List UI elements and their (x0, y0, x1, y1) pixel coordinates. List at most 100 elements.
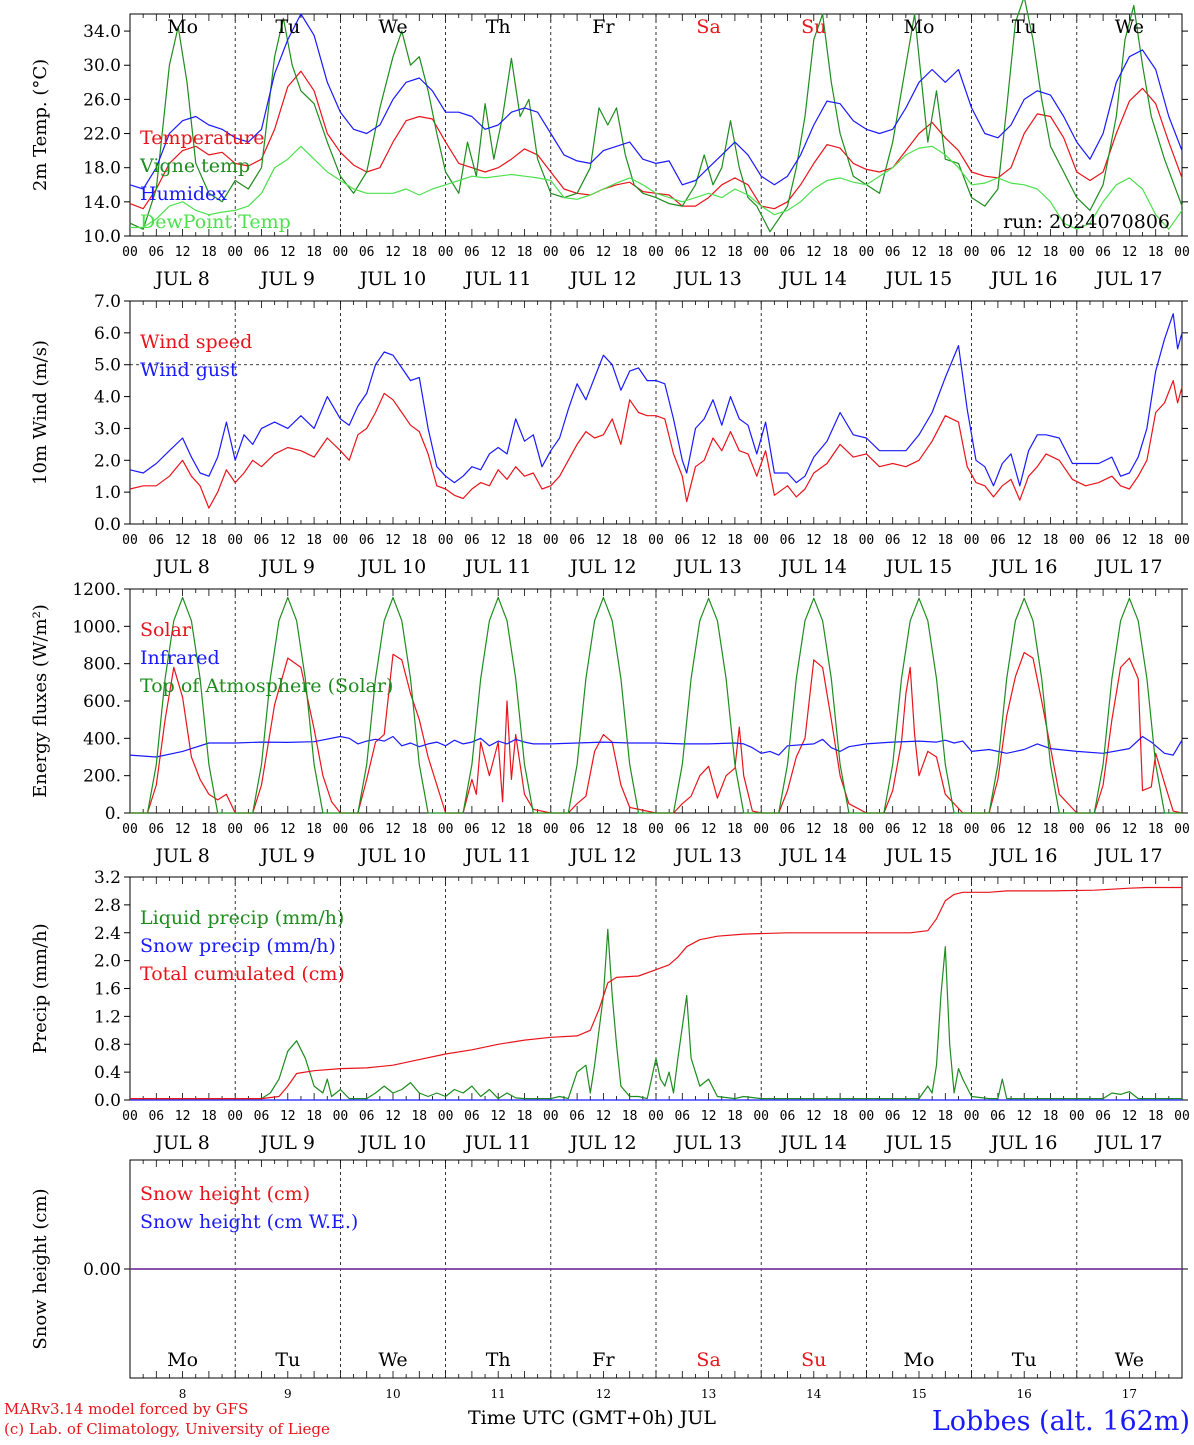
x-hour-label: 18 (1148, 1109, 1164, 1124)
x-hour-label: 12 (175, 533, 191, 548)
x-date-label: JUL 16 (989, 556, 1057, 578)
x-hour-label: 06 (674, 245, 690, 260)
x-hour-label: 18 (411, 533, 427, 548)
legend-entry: DewPoint Temp (140, 211, 291, 233)
x-hour-label: 00 (438, 822, 454, 837)
x-date-label: JUL 10 (358, 1132, 426, 1154)
day-name: Mo (167, 16, 198, 38)
x-hour-label: 00 (1174, 245, 1190, 260)
x-hour-label: 18 (201, 245, 217, 260)
x-axis-label: Time UTC (GMT+0h) JUL (468, 1407, 716, 1429)
series-line-wind-speed (129, 380, 1183, 509)
y-tick-label: 2.0 (94, 952, 121, 972)
day-name: Su (801, 1349, 826, 1371)
x-date-label: JUL 9 (259, 1132, 315, 1154)
x-hour-label: 06 (254, 245, 270, 260)
x-hour-label: 00 (1174, 822, 1190, 837)
x-date-label: JUL 12 (568, 845, 636, 867)
y-tick-label: 2.8 (94, 896, 121, 916)
x-date-label: JUL 15 (884, 556, 952, 578)
x-hour-label: 18 (306, 533, 322, 548)
x-hour-label: 06 (780, 822, 796, 837)
x-hour-label: 00 (543, 822, 559, 837)
x-hour-label: 00 (543, 245, 559, 260)
x-hour-label: 06 (885, 245, 901, 260)
x-hour-label: 00 (122, 533, 138, 548)
x-hour-label: 00 (964, 245, 980, 260)
x-hour-label: 06 (780, 533, 796, 548)
x-hour-label: 00 (543, 1109, 559, 1124)
legend-entry: Total cumulated (cm) (140, 963, 345, 985)
y-tick-label: 30.0 (83, 56, 121, 76)
x-hour-label: 06 (1095, 245, 1111, 260)
legend-entry: Infrared (140, 647, 220, 669)
x-date-label: JUL 15 (884, 1132, 952, 1154)
x-hour-label: 12 (1016, 533, 1032, 548)
x-date-label: JUL 13 (673, 845, 741, 867)
x-hour-label: 00 (648, 822, 664, 837)
day-number: 13 (701, 1387, 716, 1401)
x-hour-label: 06 (464, 822, 480, 837)
x-hour-label: 00 (438, 1109, 454, 1124)
x-hour-label: 00 (648, 245, 664, 260)
series-line-vigne-temp (129, 0, 1183, 233)
x-hour-label: 06 (464, 1109, 480, 1124)
x-hour-label: 12 (280, 822, 296, 837)
x-hour-label: 12 (175, 1109, 191, 1124)
x-hour-label: 18 (832, 245, 848, 260)
x-hour-label: 06 (148, 1109, 164, 1124)
x-hour-label: 00 (964, 1109, 980, 1124)
x-hour-label: 00 (1069, 533, 1085, 548)
x-date-label: JUL 10 (358, 268, 426, 290)
x-date-label: JUL 14 (779, 268, 847, 290)
x-hour-label: 00 (333, 822, 349, 837)
x-hour-label: 06 (359, 245, 375, 260)
x-hour-label: 06 (1095, 533, 1111, 548)
x-hour-label: 18 (937, 245, 953, 260)
x-hour-label: 18 (832, 533, 848, 548)
y-tick-label: 2.4 (94, 924, 121, 944)
x-hour-label: 18 (1043, 533, 1059, 548)
legend-entry: Vigne temp (139, 155, 250, 177)
plot-frame (129, 588, 1183, 814)
x-hour-label: 12 (806, 533, 822, 548)
panel-5: 0.00 Snow height (cm) Snow height (cm) Snow… (30, 1159, 1188, 1401)
x-date-label: JUL 13 (673, 268, 741, 290)
x-hour-label: 18 (1148, 822, 1164, 837)
x-hour-label: 00 (648, 1109, 664, 1124)
x-hour-label: 06 (359, 822, 375, 837)
day-name: Th (486, 1349, 511, 1371)
station-label: Lobbes (alt. 162m) (932, 1406, 1190, 1437)
x-date-label: JUL 9 (259, 845, 315, 867)
x-hour-label: 00 (1174, 1109, 1190, 1124)
x-hour-label: 00 (1174, 533, 1190, 548)
x-hour-label: 06 (569, 822, 585, 837)
x-hour-label: 18 (1148, 245, 1164, 260)
day-number: 17 (1122, 1387, 1137, 1401)
x-hour-label: 18 (832, 822, 848, 837)
x-hour-label: 12 (596, 822, 612, 837)
x-hour-label: 12 (596, 1109, 612, 1124)
x-hour-label: 00 (753, 822, 769, 837)
x-hour-label: 18 (832, 1109, 848, 1124)
x-hour-label: 18 (201, 1109, 217, 1124)
y-axis-label: Snow height (cm) (30, 1188, 51, 1349)
y-tick-label: 400. (83, 729, 121, 749)
x-date-label: JUL 11 (463, 1132, 531, 1154)
x-date-label: JUL 17 (1094, 556, 1162, 578)
day-number: 8 (179, 1387, 187, 1401)
x-hour-label: 06 (464, 245, 480, 260)
y-tick-label: 22.0 (83, 125, 121, 145)
x-hour-label: 06 (990, 822, 1006, 837)
run-annotation: run: 2024070806 (1003, 211, 1170, 233)
x-hour-label: 18 (937, 533, 953, 548)
x-hour-label: 18 (1043, 245, 1059, 260)
x-hour-label: 06 (359, 533, 375, 548)
x-hour-label: 06 (990, 245, 1006, 260)
x-hour-label: 18 (201, 533, 217, 548)
x-date-label: JUL 13 (673, 556, 741, 578)
y-tick-label: 600. (83, 692, 121, 712)
x-hour-label: 18 (727, 533, 743, 548)
x-hour-label: 12 (280, 245, 296, 260)
x-hour-label: 06 (780, 245, 796, 260)
